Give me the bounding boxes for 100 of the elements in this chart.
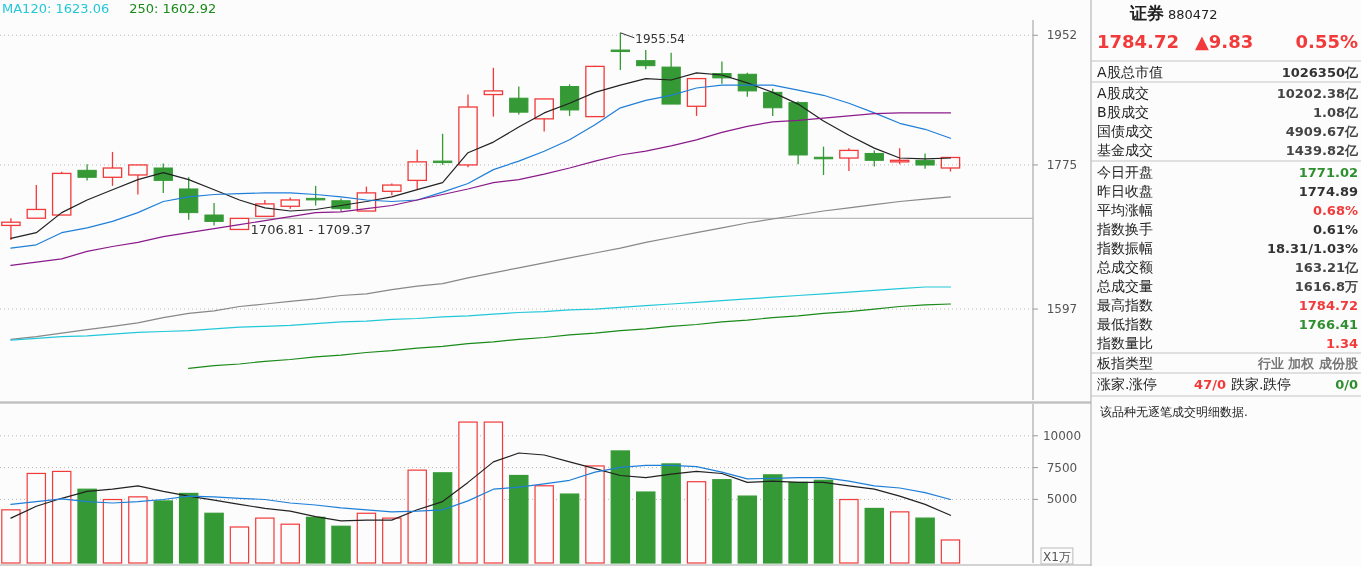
- y-tick-label: 1775: [1046, 157, 1078, 172]
- candlestick: [1, 217, 21, 241]
- text: 10202.38亿: [1276, 86, 1359, 101]
- text: 平均涨幅: [1097, 202, 1153, 218]
- candlestick: [610, 32, 630, 71]
- candlestick: [636, 49, 656, 70]
- bar: [483, 421, 504, 564]
- candlestick: [483, 67, 504, 118]
- bar: [636, 491, 656, 564]
- bar: [77, 488, 97, 564]
- candlestick: [839, 147, 859, 172]
- bar: [813, 479, 834, 564]
- bar: [509, 474, 529, 564]
- bar: [382, 517, 402, 564]
- text: 0.61%: [1312, 222, 1358, 237]
- line-series: [10, 196, 952, 340]
- bar: [255, 517, 275, 564]
- bar: [331, 525, 351, 564]
- line-series: [188, 303, 952, 369]
- line-series: [10, 112, 952, 266]
- bar: [229, 526, 250, 564]
- text: 总成交量: [1096, 278, 1153, 294]
- text: MA120: 1623.06: [2, 1, 110, 16]
- text: 指数量比: [1096, 335, 1153, 351]
- text: 1616.8万: [1294, 279, 1358, 294]
- text: 1.34: [1325, 336, 1358, 351]
- bar: [534, 485, 554, 564]
- bar: [432, 472, 453, 564]
- y-tick-label: 10000: [1042, 428, 1082, 443]
- bar: [26, 472, 47, 564]
- bar: [940, 539, 961, 564]
- text: ▲9.83: [1195, 31, 1254, 52]
- bar: [178, 492, 199, 564]
- text: 跌家.跌停: [1231, 376, 1292, 392]
- text: 0.68%: [1312, 203, 1358, 218]
- text: 880472: [1168, 7, 1218, 22]
- bar: [889, 511, 910, 564]
- text: 18.31/1.03%: [1267, 241, 1358, 256]
- text: 最高指数: [1097, 297, 1153, 313]
- text: 今日开盘: [1097, 164, 1153, 180]
- bar: [661, 463, 681, 564]
- candlestick: [763, 88, 783, 117]
- candlestick: [204, 202, 224, 227]
- text: 1774.89: [1298, 184, 1358, 199]
- text: 1771.02: [1298, 165, 1358, 180]
- candlestick: [915, 152, 935, 170]
- bar: [762, 474, 783, 564]
- bar: [915, 517, 935, 564]
- text: 0/0: [1335, 377, 1358, 392]
- candlestick: [432, 133, 453, 166]
- bar: [356, 512, 377, 564]
- text: 指数振幅: [1096, 240, 1153, 256]
- bar: [204, 512, 224, 564]
- bar: [737, 495, 758, 564]
- y-axis-title: X1万: [1043, 550, 1071, 564]
- y-tick-label: 5000: [1046, 492, 1078, 507]
- bar: [712, 479, 732, 564]
- text: 1.08亿: [1312, 105, 1359, 120]
- bar: [864, 507, 885, 564]
- text: 该品种无逐笔成交明细数据.: [1100, 405, 1248, 419]
- text: 昨日收盘: [1097, 183, 1153, 199]
- line-series: [10, 452, 952, 522]
- bar: [585, 465, 605, 564]
- text: 47/0: [1194, 377, 1226, 392]
- text: 板指类型: [1096, 355, 1153, 371]
- bar: [1, 509, 21, 564]
- bar: [153, 500, 174, 564]
- text: 国债成交: [1097, 123, 1153, 139]
- annotation: 1955.54: [635, 31, 685, 46]
- bar: [686, 481, 707, 564]
- text: 指数换手: [1096, 221, 1153, 237]
- text: B股成交: [1097, 104, 1149, 120]
- candlestick: [153, 162, 173, 194]
- text: 1766.41: [1298, 317, 1358, 332]
- candlestick: [559, 83, 580, 117]
- text: 1784.72: [1298, 298, 1358, 313]
- bar: [51, 470, 72, 564]
- text: A股成交: [1097, 85, 1149, 101]
- text: 涨家.涨停: [1097, 376, 1158, 392]
- text: 250: 1602.92: [129, 1, 217, 16]
- text: 最低指数: [1097, 316, 1153, 332]
- text: 163.21亿: [1294, 260, 1359, 275]
- candlestick: [179, 176, 199, 221]
- bar: [559, 493, 580, 564]
- line-series: [10, 464, 952, 513]
- candlestick: [306, 185, 326, 207]
- bar: [280, 523, 300, 564]
- text: 基金成交: [1097, 142, 1153, 158]
- text: A股总市值: [1097, 64, 1163, 80]
- text: 证券: [1129, 3, 1164, 23]
- ref-line-label: 1706.81 - 1709.37: [250, 222, 372, 238]
- bar: [458, 421, 478, 564]
- line-series: [10, 286, 952, 341]
- text: 行业 加权 成份股: [1256, 356, 1359, 371]
- text: 4909.67亿: [1285, 124, 1359, 139]
- bar: [839, 498, 859, 564]
- y-tick-label: 1952: [1046, 28, 1078, 43]
- text: 0.55%: [1295, 31, 1358, 52]
- text: 1784.72: [1097, 31, 1179, 52]
- y-tick-label: 1597: [1046, 302, 1078, 317]
